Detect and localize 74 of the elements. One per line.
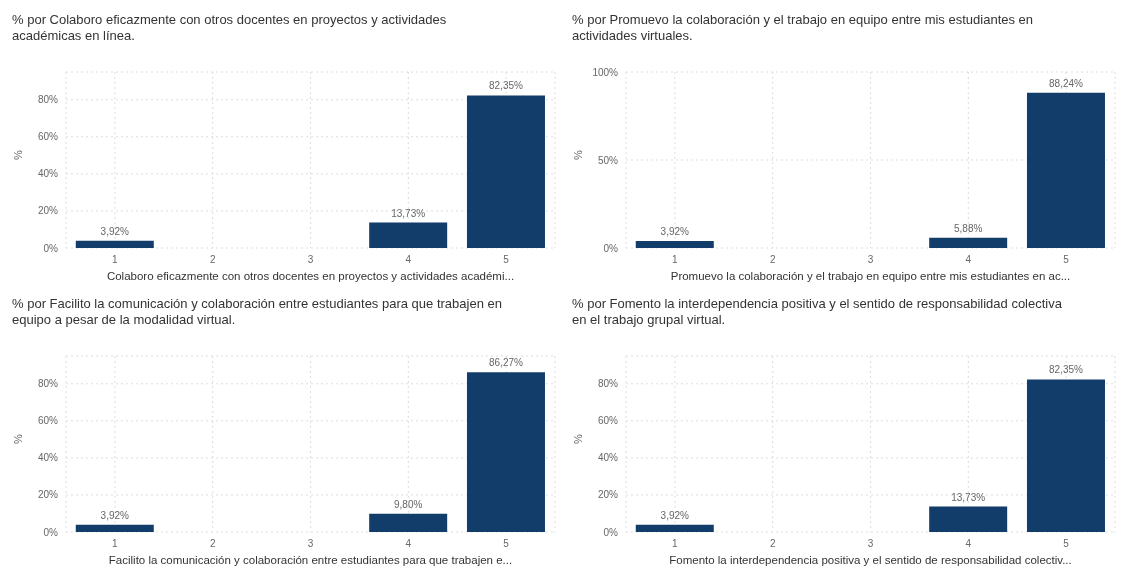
x-tick-label: 2 <box>769 538 776 550</box>
x-tick-label: 4 <box>405 538 412 550</box>
x-axis-title: Promuevo la colaboración y el trabajo en equipo entre mis estudiantes en ac... <box>670 270 1071 282</box>
x-axis-title: Fomento la interdependencia positiva y el sentido de responsabilidad colectiv... <box>669 554 1072 566</box>
y-axis-title: % <box>11 434 24 444</box>
y-tick-label: 60% <box>37 415 59 427</box>
data-label: 5,88% <box>954 222 983 234</box>
y-tick-label: 0% <box>43 526 59 538</box>
x-tick-label: 4 <box>965 254 972 266</box>
y-tick-label: 20% <box>37 205 59 217</box>
chart-title: % por Promuevo la colaboración y el trabajo en equipo entre mis estudiantes en actividades virtuales. <box>571 11 1035 45</box>
x-tick-label: 4 <box>965 538 972 550</box>
bar <box>1026 379 1105 532</box>
x-tick-label: 3 <box>307 538 314 550</box>
bar <box>635 241 714 248</box>
data-label: 82,35% <box>1049 364 1084 376</box>
y-tick-label: 40% <box>37 168 59 180</box>
bar <box>75 240 154 248</box>
bar <box>466 372 545 532</box>
x-tick-label: 1 <box>672 254 679 266</box>
data-label: 13,73% <box>951 491 986 503</box>
x-tick-label: 5 <box>503 538 510 550</box>
y-axis-title: % <box>11 150 24 160</box>
x-tick-label: 3 <box>307 254 314 266</box>
x-tick-label: 5 <box>1063 254 1070 266</box>
y-tick-label: 40% <box>37 452 59 464</box>
data-label: 13,73% <box>391 207 426 219</box>
y-tick-label: 50% <box>597 154 619 166</box>
x-tick-label: 4 <box>405 254 412 266</box>
bar <box>369 222 448 248</box>
y-tick-label: 80% <box>37 94 59 106</box>
bar <box>635 524 714 532</box>
bar <box>929 506 1008 532</box>
y-tick-label: 60% <box>37 131 59 143</box>
y-axis-title: % <box>571 434 584 444</box>
y-tick-label: 100% <box>592 66 619 78</box>
y-tick-label: 80% <box>597 378 619 390</box>
y-tick-label: 20% <box>37 489 59 501</box>
x-axis-title: Facilito la comunicación y colaboración entre estudiantes para que trabajen e... <box>108 554 513 566</box>
bar <box>369 513 448 532</box>
y-tick-label: 80% <box>37 378 59 390</box>
y-tick-label: 40% <box>597 452 619 464</box>
data-label: 82,35% <box>489 80 524 92</box>
x-tick-label: 5 <box>1063 538 1070 550</box>
x-tick-label: 1 <box>672 538 679 550</box>
y-tick-label: 0% <box>603 526 619 538</box>
x-tick-label: 5 <box>503 254 510 266</box>
x-tick-label: 2 <box>769 254 776 266</box>
chart-title: % por Colaboro eficazmente con otros docentes en proyectos y actividades académicas en línea. <box>11 11 448 45</box>
chart-title: % por Fomento la interdependencia positiva y el sentido de responsabilidad colectiva en el trabajo grupal virtual. <box>571 295 1062 329</box>
data-label: 9,80% <box>394 498 423 510</box>
x-tick-label: 2 <box>209 254 216 266</box>
data-label: 3,92% <box>660 509 690 521</box>
y-tick-label: 20% <box>597 489 619 501</box>
data-label: 3,92% <box>660 226 690 238</box>
y-tick-label: 0% <box>43 242 59 254</box>
x-tick-label: 3 <box>867 254 874 266</box>
bar <box>1026 92 1105 248</box>
data-label: 3,92% <box>100 509 130 521</box>
y-tick-label: 60% <box>597 415 619 427</box>
y-tick-label: 0% <box>603 242 619 254</box>
data-label: 3,92% <box>100 225 130 237</box>
bar <box>466 95 545 248</box>
bar <box>929 237 1008 248</box>
data-label: 88,24% <box>1049 77 1084 89</box>
chart-title: % por Facilito la comunicación y colaboración entre estudiantes para que trabajen en equipo a pesar de la modalidad virtual. <box>11 295 502 329</box>
bar <box>75 524 154 532</box>
x-tick-label: 1 <box>112 254 119 266</box>
x-axis-title: Colaboro eficazmente con otros docentes en proyectos y actividades académi... <box>106 270 515 282</box>
y-axis-title: % <box>571 150 584 160</box>
x-tick-label: 3 <box>867 538 874 550</box>
data-label: 86,27% <box>489 357 524 369</box>
x-tick-label: 1 <box>112 538 119 550</box>
x-tick-label: 2 <box>209 538 216 550</box>
